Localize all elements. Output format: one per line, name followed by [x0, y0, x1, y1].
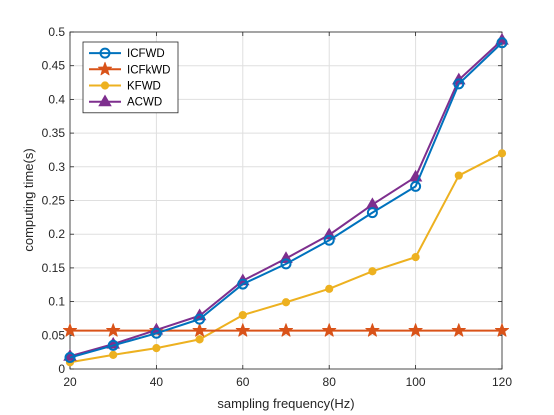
- y-tick-label: 0.3: [48, 160, 65, 174]
- legend-item-icfwd: ICFWD: [89, 47, 165, 60]
- data-point-icfkwd: [192, 323, 207, 337]
- series-line-icfwd: [69, 42, 503, 359]
- data-point-icfkwd: [494, 323, 510, 337]
- y-axis-label: computing time(s): [21, 148, 36, 251]
- y-tick-label: 0.35: [42, 126, 66, 140]
- x-tick-label: 100: [406, 375, 426, 389]
- legend-marker-acwd: [98, 94, 112, 107]
- data-point-kfwd: [281, 298, 291, 307]
- data-point-icfwd: [280, 258, 292, 270]
- data-point-icfkwd: [278, 323, 294, 337]
- data-point-icfkwd: [408, 323, 423, 337]
- data-point-icfwd: [453, 78, 465, 90]
- y-tick-label: 0.2: [48, 227, 65, 241]
- x-tick-label: 60: [236, 375, 250, 389]
- data-point-icfwd: [410, 180, 422, 192]
- data-point-icfkwd: [235, 323, 250, 337]
- data-point-kfwd: [411, 253, 420, 262]
- legend-marker-icfkwd: [97, 61, 113, 76]
- data-point-kfwd: [454, 171, 463, 180]
- data-point-kfwd: [109, 350, 118, 359]
- data-point-icfkwd: [322, 323, 337, 337]
- y-tick-label: 0.4: [48, 92, 65, 106]
- legend-label-kfwd: KFWD: [127, 81, 161, 93]
- legend-label-icfwd: ICFWD: [127, 48, 165, 60]
- y-tick-label: 0: [58, 362, 65, 376]
- data-point-icfwd: [237, 278, 249, 290]
- data-point-kfwd: [195, 335, 204, 344]
- data-point-icfwd: [194, 313, 206, 325]
- series-icfkwd: [62, 323, 510, 337]
- x-tick-label: 40: [150, 375, 164, 389]
- data-point-icfkwd: [451, 323, 466, 337]
- y-tick-label: 0.25: [42, 194, 66, 208]
- data-point-icfwd: [366, 207, 378, 219]
- data-point-kfwd: [497, 149, 507, 158]
- data-point-icfkwd: [62, 323, 78, 337]
- y-tick-label: 0.05: [42, 328, 66, 342]
- legend-item-kfwd: KFWD: [89, 81, 161, 93]
- legend-item-acwd: ACWD: [89, 94, 162, 109]
- data-point-icfkwd: [365, 323, 380, 337]
- x-tick-label: 80: [323, 375, 337, 389]
- data-point-icfwd: [496, 37, 508, 49]
- legend-marker-kfwd: [100, 81, 110, 90]
- series-icfwd: [64, 37, 508, 364]
- legend-marker-icfwd: [99, 47, 111, 59]
- data-point-kfwd: [238, 310, 247, 320]
- x-axis-label: sampling frequency(Hz): [217, 396, 354, 411]
- legend: ICFWD ICFkWD KFWD ACWD: [82, 41, 179, 114]
- y-tick-label: 0.1: [48, 295, 65, 309]
- data-point-kfwd: [368, 267, 377, 276]
- data-point-kfwd: [325, 284, 334, 293]
- x-tick-label: 20: [63, 375, 77, 389]
- data-point-icfwd: [150, 327, 162, 339]
- legend-label-acwd: ACWD: [127, 97, 162, 109]
- y-tick-label: 0.45: [42, 59, 66, 73]
- series-layer: [62, 32, 510, 367]
- axes: 20 40 60 80 100 120 0 0.05 0.1 0.15 0.2 0.25 0.3 0.35…: [42, 25, 513, 389]
- y-tick-label: 0.5: [48, 25, 65, 39]
- x-tick-label: 120: [492, 375, 512, 389]
- legend-label-icfkwd: ICFkWD: [127, 64, 170, 76]
- data-point-kfwd: [152, 344, 161, 353]
- y-tick-label: 0.15: [42, 261, 66, 275]
- data-point-icfwd: [323, 234, 335, 246]
- data-point-icfwd: [107, 339, 119, 351]
- data-point-icfwd: [64, 352, 76, 364]
- data-point-icfkwd: [106, 323, 121, 337]
- legend-item-icfkwd: ICFkWD: [89, 61, 170, 76]
